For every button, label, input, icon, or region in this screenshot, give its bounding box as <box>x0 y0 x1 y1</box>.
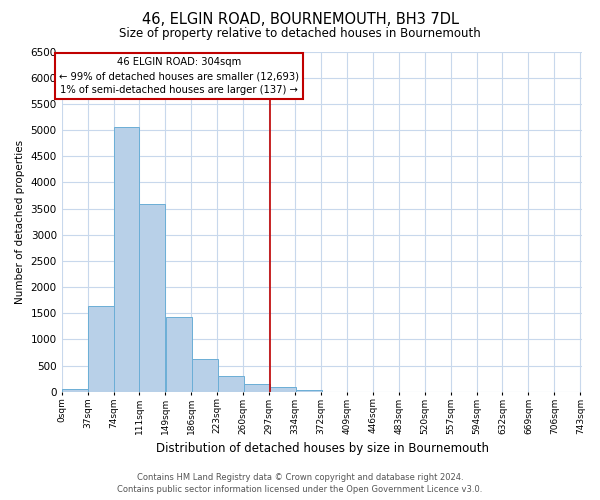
Text: Size of property relative to detached houses in Bournemouth: Size of property relative to detached ho… <box>119 28 481 40</box>
Bar <box>244 384 270 392</box>
X-axis label: Distribution of detached houses by size in Bournemouth: Distribution of detached houses by size … <box>155 442 488 455</box>
Text: 46 ELGIN ROAD: 304sqm
← 99% of detached houses are smaller (12,693)
1% of semi-d: 46 ELGIN ROAD: 304sqm ← 99% of detached … <box>59 57 299 95</box>
Bar <box>113 127 139 392</box>
Bar <box>218 376 244 392</box>
Bar <box>192 360 218 392</box>
Text: Contains HM Land Registry data © Crown copyright and database right 2024.
Contai: Contains HM Land Registry data © Crown c… <box>118 473 482 494</box>
Bar <box>88 306 113 392</box>
Bar <box>62 389 88 392</box>
Y-axis label: Number of detached properties: Number of detached properties <box>15 140 25 304</box>
Bar <box>166 318 192 392</box>
Text: 46, ELGIN ROAD, BOURNEMOUTH, BH3 7DL: 46, ELGIN ROAD, BOURNEMOUTH, BH3 7DL <box>142 12 458 28</box>
Bar <box>139 204 166 392</box>
Bar <box>296 390 322 392</box>
Bar <box>270 386 296 392</box>
